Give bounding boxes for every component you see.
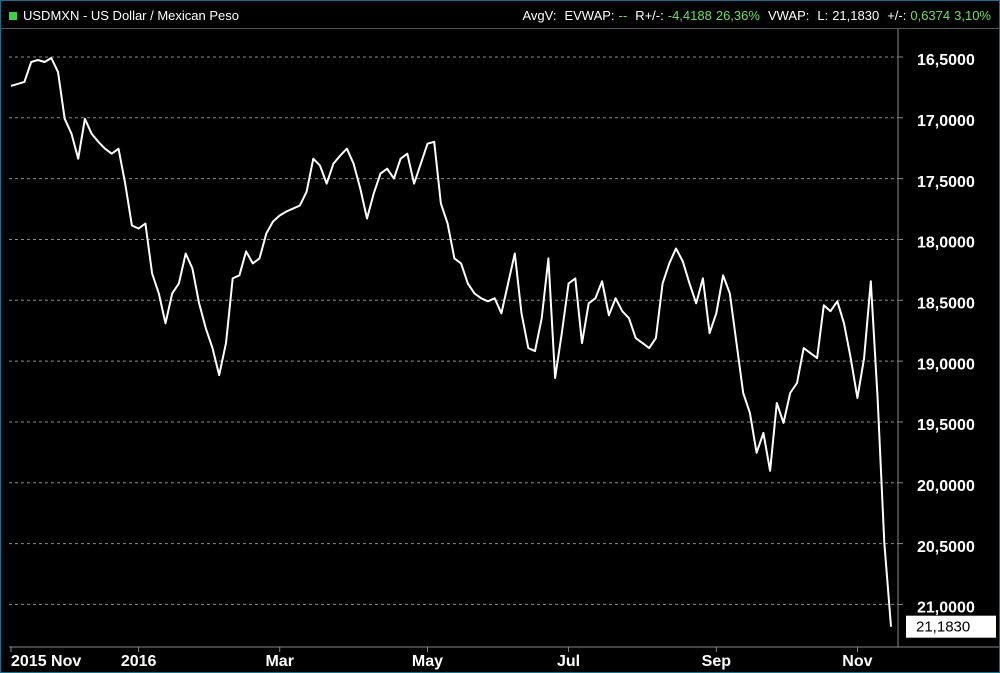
last-price-label: 21,1830	[916, 619, 970, 636]
x-tick-label: Mar	[265, 653, 293, 670]
stat-label: AvgV:	[522, 8, 557, 23]
y-tick-label: 21,0000	[917, 600, 975, 617]
stat-value: 26,36%	[715, 8, 760, 23]
y-tick-label: 20,0000	[917, 478, 975, 495]
y-tick-label: 19,0000	[917, 356, 975, 373]
stat-value: 0,6374	[910, 8, 951, 23]
x-tick-label: Sep	[702, 653, 732, 670]
stat-label: +/-:	[887, 8, 907, 23]
y-tick-label: 17,5000	[917, 174, 975, 191]
stat-label: L:	[817, 8, 829, 23]
stat-value: 21,1830	[832, 8, 880, 23]
y-tick-label: 18,0000	[917, 235, 975, 252]
symbol: USDMXN - US Dollar / Mexican Peso	[9, 8, 239, 23]
y-tick-label: 16,5000	[917, 52, 975, 69]
x-tick-label: Jul	[557, 653, 580, 670]
y-tick-label: 19,5000	[917, 417, 975, 434]
stats: AvgV: EVWAP: -- R+/-: -4,4188 26,36% VWAP: …	[522, 8, 991, 23]
last-price-box	[906, 615, 996, 638]
x-tick-label: May	[412, 653, 443, 670]
stat-value: -4,4188	[667, 8, 712, 23]
stat-label: EVWAP:	[564, 8, 615, 23]
x-tick-label: Nov	[842, 653, 872, 670]
stat-value: 3,10%	[954, 8, 991, 23]
y-tick-label: 18,5000	[917, 296, 975, 313]
stat-label: VWAP:	[767, 8, 810, 23]
y-tick-label: 17,0000	[917, 113, 975, 130]
header: USDMXN - US Dollar / Mexican Peso AvgV: …	[1, 1, 999, 29]
title: USDMXN - US Dollar / Mexican Peso	[23, 8, 239, 23]
x-tick-label: 2015 Nov	[11, 653, 81, 670]
stat-value: --	[618, 8, 628, 23]
price-line	[10, 57, 892, 627]
stat-label: R+/-:	[635, 8, 664, 23]
x-tick-label: 2016	[121, 653, 157, 670]
y-tick-label: 20,5000	[917, 539, 975, 556]
